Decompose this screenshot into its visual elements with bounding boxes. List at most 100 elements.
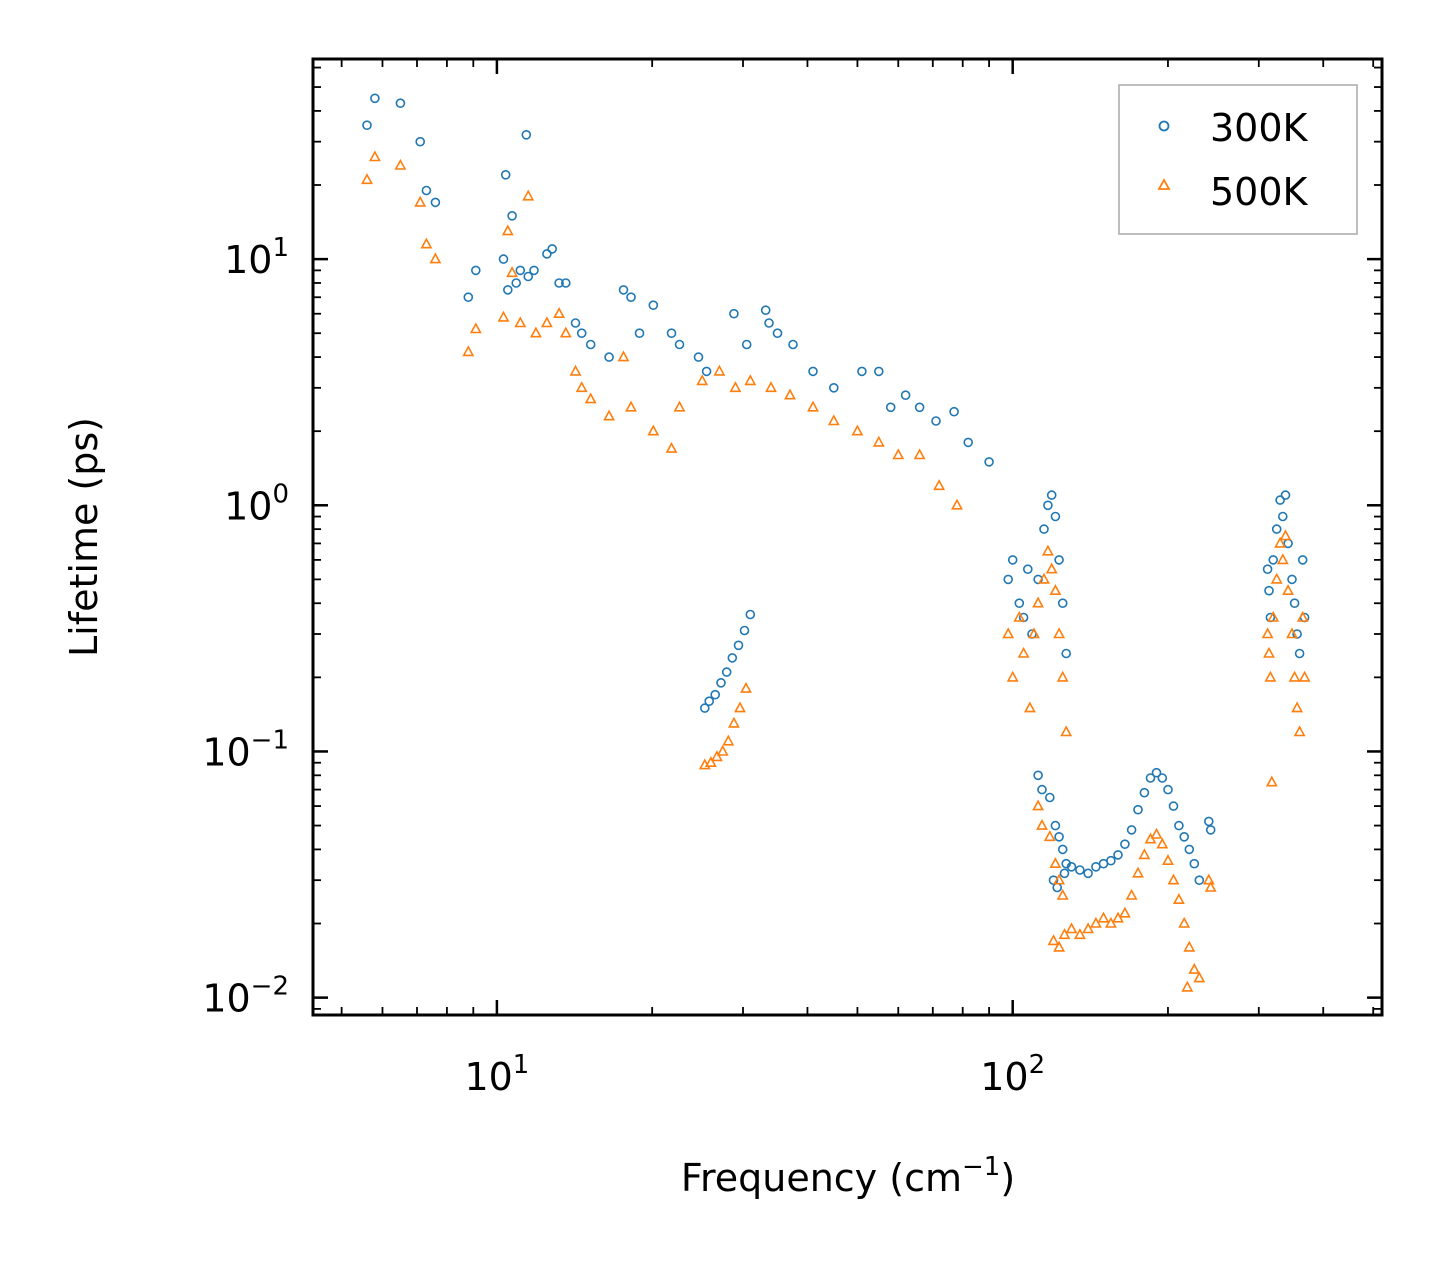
- point-500k-4: [420, 237, 433, 249]
- point-500k-26: [696, 374, 709, 386]
- point-300k-98: [1168, 801, 1179, 811]
- point-300k-5: [430, 197, 441, 208]
- point-500k-20: [603, 409, 616, 421]
- point-500k-12: [522, 189, 535, 201]
- point-300k-6: [463, 292, 474, 303]
- y-tick-label-1: 100: [224, 479, 289, 528]
- point-500k-36: [892, 448, 905, 460]
- point-300k-39: [808, 366, 818, 377]
- point-300k-63: [1023, 564, 1033, 575]
- point-500k-16: [559, 326, 572, 338]
- point-300k-27: [634, 328, 645, 339]
- point-300k-96: [1157, 773, 1168, 783]
- point-500k-21: [617, 350, 630, 362]
- point-300k-83: [1066, 861, 1077, 872]
- point-500k-68: [1047, 934, 1060, 946]
- point-500k-98: [1267, 610, 1280, 622]
- point-300k-76: [1050, 820, 1061, 831]
- point-300k-67: [1043, 500, 1053, 511]
- point-500k-102: [1279, 529, 1292, 541]
- point-300k-44: [900, 390, 911, 401]
- point-300k-107: [1264, 585, 1274, 596]
- point-500k-76: [1104, 916, 1117, 928]
- point-500k-13: [529, 326, 542, 338]
- point-300k-77: [1054, 831, 1064, 842]
- point-500k-53: [1028, 627, 1040, 639]
- point-500k-85: [1162, 854, 1174, 866]
- point-300k-38: [788, 339, 798, 350]
- point-300k-74: [1037, 784, 1047, 795]
- point-300k-50: [699, 703, 710, 713]
- y-tick-label-0: 101: [224, 233, 289, 282]
- point-500k-97: [1264, 670, 1277, 682]
- point-500k-29: [744, 374, 757, 386]
- point-300k-9: [500, 170, 511, 180]
- point-500k-33: [827, 414, 840, 426]
- point-300k-57: [739, 625, 750, 636]
- point-500k-61: [1060, 725, 1073, 737]
- point-500k-35: [872, 435, 885, 447]
- point-300k-66: [1039, 524, 1049, 534]
- point-300k-106: [1262, 564, 1273, 575]
- point-500k-105: [1288, 670, 1301, 682]
- point-300k-53: [716, 677, 726, 688]
- point-500k-64: [1043, 830, 1056, 842]
- point-500k-107: [1293, 725, 1306, 737]
- point-500k-19: [584, 392, 597, 404]
- point-500k-3: [414, 195, 427, 207]
- point-500k-2: [394, 158, 407, 170]
- point-300k-100: [1179, 831, 1189, 842]
- point-500k-22: [625, 400, 637, 412]
- point-300k-2: [395, 98, 406, 108]
- point-300k-94: [1145, 773, 1156, 783]
- point-500k-92: [1202, 873, 1215, 885]
- point-500k-37: [913, 448, 926, 460]
- point-500k-50: [1013, 610, 1026, 622]
- point-500k-78: [1118, 906, 1131, 918]
- point-500k-9: [501, 224, 514, 236]
- point-500k-60: [1056, 670, 1069, 682]
- point-500k-95: [1261, 627, 1274, 639]
- axis-ticks: [313, 59, 1382, 1015]
- point-500k-109: [1298, 670, 1311, 682]
- point-500k-80: [1132, 866, 1144, 878]
- point-300k-13: [515, 265, 526, 276]
- point-300k-46: [931, 416, 941, 426]
- point-300k-30: [674, 339, 685, 350]
- point-300k-88: [1106, 855, 1116, 866]
- point-300k-33: [729, 308, 739, 319]
- point-500k-48: [1002, 627, 1015, 639]
- point-500k-62: [1032, 799, 1045, 811]
- point-500k-69: [1053, 940, 1066, 952]
- point-500k-84: [1156, 837, 1169, 849]
- x-tick-label-1: 102: [980, 1050, 1045, 1099]
- point-300k-115: [1287, 574, 1297, 585]
- point-300k-114: [1283, 538, 1293, 549]
- point-300k-104: [1204, 816, 1214, 827]
- point-300k-20: [560, 278, 571, 288]
- point-500k-34: [851, 424, 864, 436]
- point-300k-21: [570, 318, 581, 328]
- point-300k-103: [1194, 875, 1205, 886]
- point-500k-100: [1274, 536, 1287, 548]
- point-500k-58: [1049, 584, 1062, 596]
- point-300k-11: [507, 211, 517, 221]
- legend-marker-300k: [1158, 120, 1170, 132]
- point-500k-17: [569, 364, 582, 376]
- point-500k-55: [1038, 572, 1050, 584]
- point-300k-84: [1075, 865, 1085, 875]
- point-500k-6: [462, 345, 475, 357]
- point-300k-101: [1184, 844, 1195, 855]
- point-300k-49: [984, 457, 994, 467]
- point-300k-37: [772, 328, 783, 339]
- point-300k-71: [1057, 598, 1068, 609]
- point-500k-65: [1049, 857, 1062, 869]
- x-tick-label-0: 101: [464, 1050, 529, 1099]
- point-300k-61: [1014, 598, 1025, 609]
- point-300k-34: [741, 339, 752, 350]
- point-300k-78: [1057, 844, 1068, 855]
- y-tick-label-2: 10−1: [202, 725, 289, 774]
- point-500k-32: [807, 400, 819, 412]
- point-300k-54: [721, 667, 732, 677]
